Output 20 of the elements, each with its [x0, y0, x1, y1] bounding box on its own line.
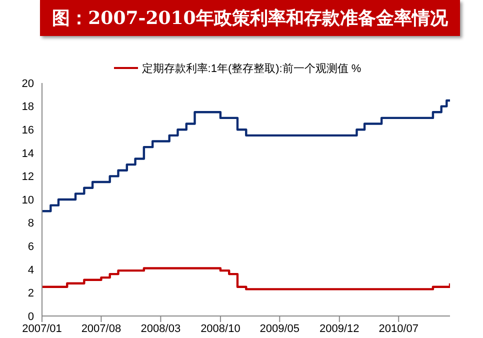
- y-tick-label: 16: [22, 124, 34, 137]
- y-tick-label: 2: [28, 288, 34, 300]
- y-tick-label: 12: [22, 171, 34, 184]
- x-tick-label: 2010/07: [378, 322, 418, 335]
- x-tick-label: 2008/03: [140, 322, 181, 335]
- y-tick-label: 18: [22, 101, 34, 114]
- x-tick-label: 2008/10: [200, 322, 240, 335]
- legend-label: 定期存款利率:1年(整存整取):前一个观测值 %: [142, 62, 362, 76]
- x-tick-label: 2009/12: [320, 322, 360, 335]
- y-tick-label: 10: [22, 194, 34, 206]
- y-tick-label: 20: [22, 78, 34, 90]
- x-tick-label: 2009/05: [260, 322, 300, 335]
- y-tick-label: 0: [28, 310, 34, 323]
- x-tick-label: 2007/08: [81, 322, 122, 335]
- y-tick-label: 6: [28, 241, 34, 254]
- y-tick-label: 14: [22, 148, 34, 160]
- y-tick-label: 8: [28, 218, 34, 230]
- chart-title: 图：2007-2010年政策利率和存款准备金率情况: [40, 0, 460, 36]
- x-tick-label: 2007/01: [22, 322, 62, 335]
- y-tick-label: 4: [28, 264, 34, 276]
